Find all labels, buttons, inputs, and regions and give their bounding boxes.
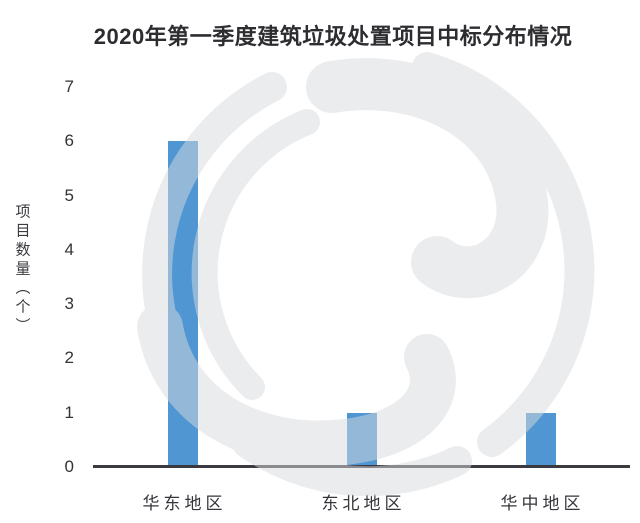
y-axis-title: 项目数量（个）: [13, 203, 31, 337]
watermark-inner-upper-arc: [191, 109, 320, 400]
y-tick-label: 2: [64, 348, 74, 368]
y-tick-label: 5: [64, 185, 74, 205]
x-tick-label: 东北地区: [321, 494, 406, 513]
x-tick-label: 华东地区: [142, 494, 227, 513]
y-tick-label: 7: [64, 76, 74, 96]
watermark-right-rim-arc: [412, 52, 595, 457]
watermark-top-comma-arc: [306, 58, 549, 299]
chart-title: 2020年第一季度建筑垃圾处置项目中标分布情况: [93, 24, 573, 49]
x-tick-label: 华中地区: [500, 494, 585, 513]
bar-华中地区: [525, 412, 556, 467]
y-tick-label: 4: [64, 239, 74, 259]
x-axis-line: [93, 465, 630, 468]
bar-华东地区: [167, 141, 198, 467]
bar-东北地区: [346, 412, 377, 467]
y-tick-label: 6: [64, 131, 74, 151]
watermark-lower-comma-arc: [137, 304, 456, 467]
y-tick-label: 3: [64, 294, 74, 314]
y-tick-label: 0: [64, 457, 74, 476]
y-tick-label: 1: [64, 402, 74, 422]
